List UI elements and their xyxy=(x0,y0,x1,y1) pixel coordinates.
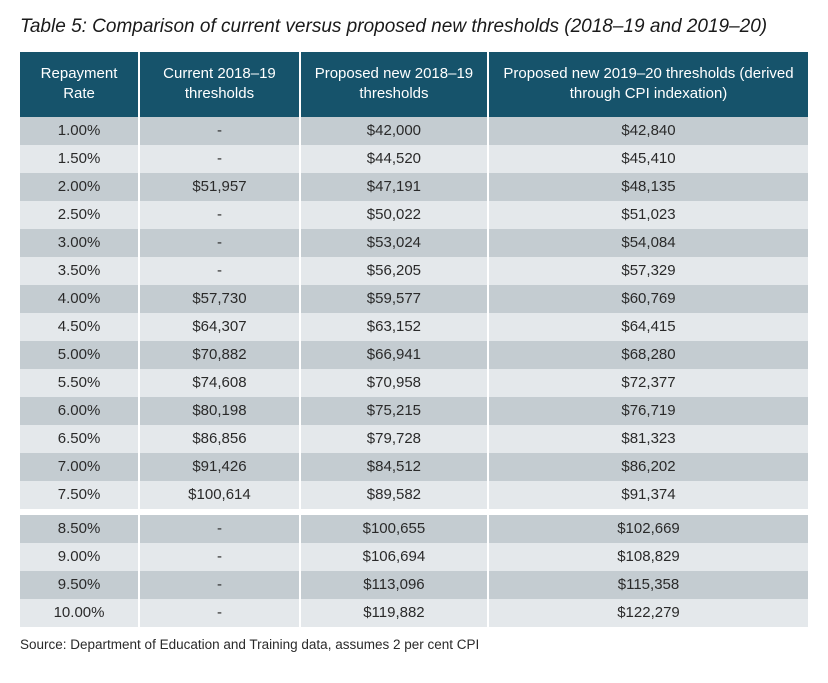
table-cell: $106,694 xyxy=(300,543,488,571)
table-cell: $70,882 xyxy=(139,341,300,369)
table-cell: 2.00% xyxy=(20,173,139,201)
table-cell: $66,941 xyxy=(300,341,488,369)
table-row: 7.50%$100,614$89,582$91,374 xyxy=(20,481,808,509)
table-cell: $91,426 xyxy=(139,453,300,481)
table-cell: 4.00% xyxy=(20,285,139,313)
table-cell: $86,202 xyxy=(488,453,808,481)
table-cell: 10.00% xyxy=(20,599,139,627)
table-cell: - xyxy=(139,543,300,571)
table-cell: 7.50% xyxy=(20,481,139,509)
table-cell: 2.50% xyxy=(20,201,139,229)
table-cell: $45,410 xyxy=(488,145,808,173)
col-header-proposed-1920: Proposed new 2019–20 thresholds (derived… xyxy=(488,52,808,117)
table-cell: $84,512 xyxy=(300,453,488,481)
table-row: 5.00%$70,882$66,941$68,280 xyxy=(20,341,808,369)
table-cell: - xyxy=(139,599,300,627)
table-cell: 6.50% xyxy=(20,425,139,453)
table-cell: 6.00% xyxy=(20,397,139,425)
table-cell: $122,279 xyxy=(488,599,808,627)
table-row: 7.00%$91,426$84,512$86,202 xyxy=(20,453,808,481)
table-cell: $51,957 xyxy=(139,173,300,201)
table-cell: $51,023 xyxy=(488,201,808,229)
table-row: 4.50%$64,307$63,152$64,415 xyxy=(20,313,808,341)
table-cell: 1.50% xyxy=(20,145,139,173)
table-cell: $53,024 xyxy=(300,229,488,257)
table-row: 1.50%-$44,520$45,410 xyxy=(20,145,808,173)
table-cell: $54,084 xyxy=(488,229,808,257)
table-cell: 5.50% xyxy=(20,369,139,397)
table-cell: $108,829 xyxy=(488,543,808,571)
table-cell: 7.00% xyxy=(20,453,139,481)
table-cell: $100,614 xyxy=(139,481,300,509)
table-cell: - xyxy=(139,145,300,173)
table-cell: $115,358 xyxy=(488,571,808,599)
table-cell: $81,323 xyxy=(488,425,808,453)
table-cell: $80,198 xyxy=(139,397,300,425)
table-row: 6.50%$86,856$79,728$81,323 xyxy=(20,425,808,453)
table-cell: 5.00% xyxy=(20,341,139,369)
table-row: 3.50%-$56,205$57,329 xyxy=(20,257,808,285)
table-cell: - xyxy=(139,229,300,257)
table-title: Table 5: Comparison of current versus pr… xyxy=(20,16,808,38)
thresholds-table: Repayment Rate Current 2018–19 threshold… xyxy=(20,52,808,627)
table-cell: $57,730 xyxy=(139,285,300,313)
table-cell: $68,280 xyxy=(488,341,808,369)
table-row: 1.00%-$42,000$42,840 xyxy=(20,117,808,145)
table-header-row: Repayment Rate Current 2018–19 threshold… xyxy=(20,52,808,117)
col-header-rate: Repayment Rate xyxy=(20,52,139,117)
table-cell: 8.50% xyxy=(20,515,139,543)
table-row: 5.50%$74,608$70,958$72,377 xyxy=(20,369,808,397)
table-cell: - xyxy=(139,201,300,229)
table-cell: 1.00% xyxy=(20,117,139,145)
table-cell: $79,728 xyxy=(300,425,488,453)
table-cell: $57,329 xyxy=(488,257,808,285)
table-cell: $50,022 xyxy=(300,201,488,229)
table-cell: $44,520 xyxy=(300,145,488,173)
table-row: 3.00%-$53,024$54,084 xyxy=(20,229,808,257)
source-note: Source: Department of Education and Trai… xyxy=(20,637,808,652)
table-cell: $70,958 xyxy=(300,369,488,397)
table-row: 2.50%-$50,022$51,023 xyxy=(20,201,808,229)
table-cell: 9.50% xyxy=(20,571,139,599)
table-cell: $48,135 xyxy=(488,173,808,201)
table-cell: - xyxy=(139,117,300,145)
table-cell: $63,152 xyxy=(300,313,488,341)
table-row: 9.00%-$106,694$108,829 xyxy=(20,543,808,571)
table-cell: $75,215 xyxy=(300,397,488,425)
table-cell: $91,374 xyxy=(488,481,808,509)
table-cell: $74,608 xyxy=(139,369,300,397)
col-header-proposed-1819: Proposed new 2018–19 thresholds xyxy=(300,52,488,117)
table-row: 9.50%-$113,096$115,358 xyxy=(20,571,808,599)
table-row: 4.00%$57,730$59,577$60,769 xyxy=(20,285,808,313)
table-cell: $60,769 xyxy=(488,285,808,313)
table-cell: 9.00% xyxy=(20,543,139,571)
table-cell: $47,191 xyxy=(300,173,488,201)
table-cell: $119,882 xyxy=(300,599,488,627)
table-cell: $100,655 xyxy=(300,515,488,543)
table-cell: $113,096 xyxy=(300,571,488,599)
col-header-current: Current 2018–19 thresholds xyxy=(139,52,300,117)
table-cell: $72,377 xyxy=(488,369,808,397)
table-row: 10.00%-$119,882$122,279 xyxy=(20,599,808,627)
table-cell: $89,582 xyxy=(300,481,488,509)
table-cell: - xyxy=(139,257,300,285)
table-row: 8.50%-$100,655$102,669 xyxy=(20,515,808,543)
table-cell: $56,205 xyxy=(300,257,488,285)
table-body: 1.00%-$42,000$42,8401.50%-$44,520$45,410… xyxy=(20,117,808,627)
table-cell: $64,307 xyxy=(139,313,300,341)
table-cell: $86,856 xyxy=(139,425,300,453)
table-cell: - xyxy=(139,515,300,543)
table-cell: $64,415 xyxy=(488,313,808,341)
table-cell: 3.50% xyxy=(20,257,139,285)
table-row: 6.00%$80,198$75,215$76,719 xyxy=(20,397,808,425)
table-cell: $42,000 xyxy=(300,117,488,145)
table-cell: $42,840 xyxy=(488,117,808,145)
table-row: 2.00%$51,957$47,191$48,135 xyxy=(20,173,808,201)
table-cell: $59,577 xyxy=(300,285,488,313)
table-cell: $76,719 xyxy=(488,397,808,425)
table-cell: $102,669 xyxy=(488,515,808,543)
table-cell: 3.00% xyxy=(20,229,139,257)
table-cell: - xyxy=(139,571,300,599)
table-cell: 4.50% xyxy=(20,313,139,341)
